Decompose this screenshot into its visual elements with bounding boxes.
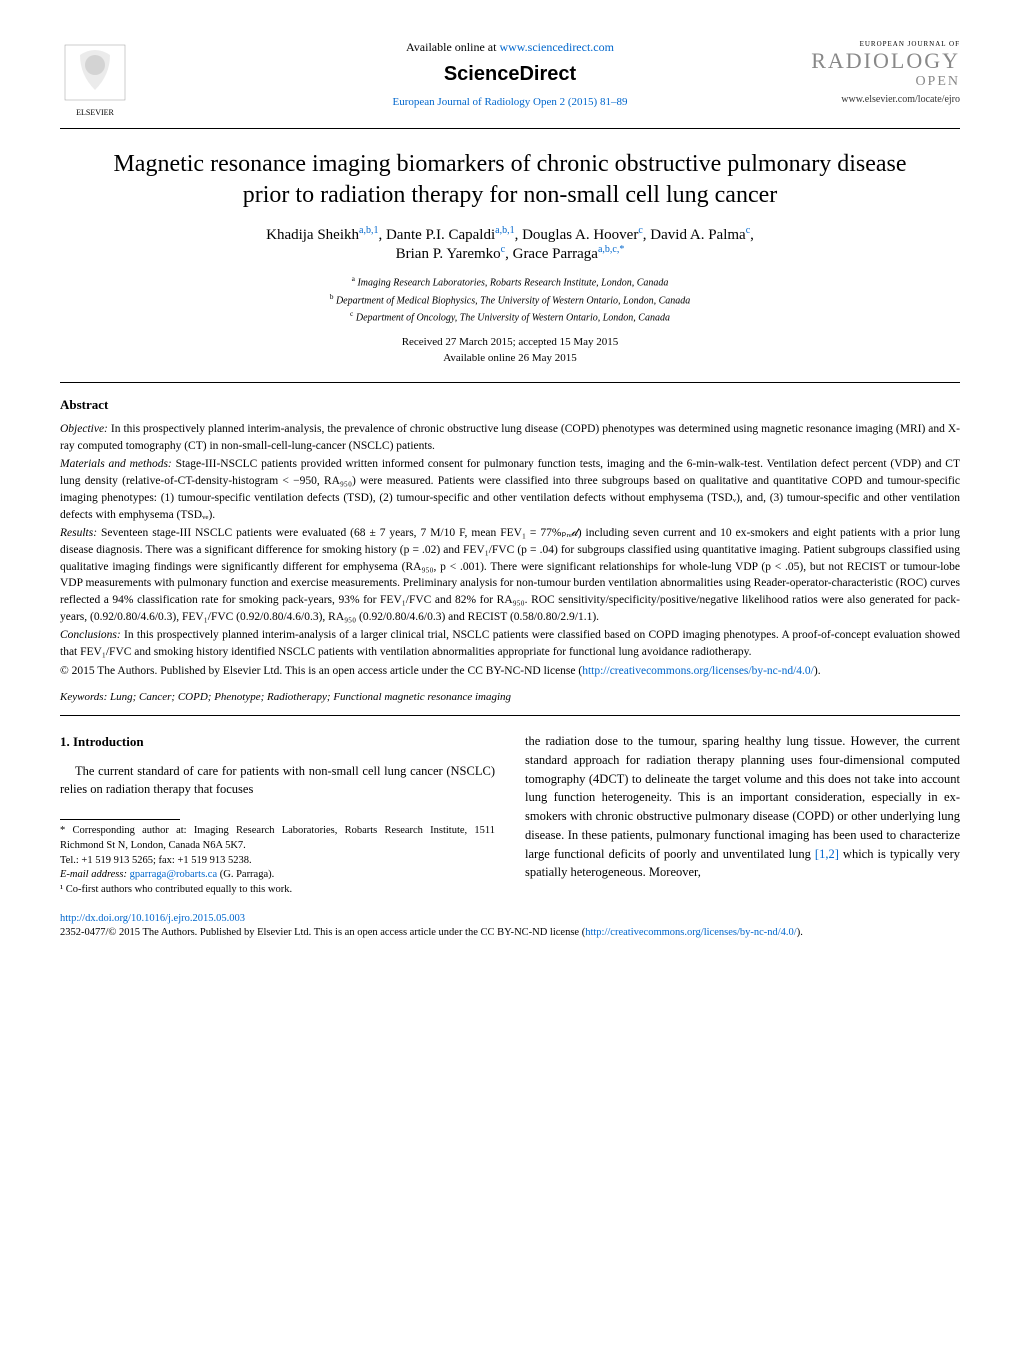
sciencedirect-url-link[interactable]: www.sciencedirect.com bbox=[499, 40, 614, 54]
introduction-heading: 1. Introduction bbox=[60, 732, 495, 752]
author-affil-sup: c bbox=[501, 244, 505, 255]
affiliations-block: a Imaging Research Laboratories, Robarts… bbox=[60, 273, 960, 325]
journal-logo: EUROPEAN JOURNAL OF RADIOLOGY OPEN www.e… bbox=[811, 40, 960, 105]
locate-url: www.elsevier.com/locate/ejro bbox=[811, 94, 960, 105]
author-affil-sup: a,b,c, bbox=[598, 244, 619, 255]
available-online-label: Available online at bbox=[406, 40, 496, 54]
authors-list: Khadija Sheikha,b,1, Dante P.I. Capaldia… bbox=[60, 225, 960, 263]
keywords-line: Keywords: Lung; Cancer; COPD; Phenotype;… bbox=[60, 691, 960, 703]
keywords-label: Keywords: bbox=[60, 691, 107, 703]
author-affil-sup: c bbox=[746, 225, 750, 236]
affiliation-a: Imaging Research Laboratories, Robarts R… bbox=[357, 278, 668, 289]
page-header: ELSEVIER EUROPEAN JOURNAL OF RADIOLOGY O… bbox=[60, 40, 960, 108]
journal-name-main: RADIOLOGY bbox=[811, 48, 960, 74]
elsevier-logo: ELSEVIER bbox=[60, 40, 130, 120]
received-accepted: Received 27 March 2015; accepted 15 May … bbox=[60, 335, 960, 350]
corresponding-label: * Corresponding author at: bbox=[60, 825, 187, 836]
footnotes-block: * Corresponding author at: Imaging Resea… bbox=[60, 824, 495, 897]
journal-name-top: EUROPEAN JOURNAL OF bbox=[811, 40, 960, 48]
license-close: ). bbox=[814, 665, 821, 677]
intro-col1-text: The current standard of care for patient… bbox=[60, 762, 495, 800]
divider bbox=[60, 715, 960, 716]
copyright-text: © 2015 The Authors. Published by Elsevie… bbox=[60, 665, 582, 677]
results-label: Results: bbox=[60, 527, 97, 539]
dates-block: Received 27 March 2015; accepted 15 May … bbox=[60, 335, 960, 366]
article-title: Magnetic resonance imaging biomarkers of… bbox=[100, 149, 920, 211]
affiliation-c: Department of Oncology, The University o… bbox=[356, 312, 670, 323]
email-name: (G. Parraga). bbox=[217, 869, 274, 880]
page-footer: http://dx.doi.org/10.1016/j.ejro.2015.05… bbox=[60, 912, 960, 941]
issn-copyright: 2352-0477/© 2015 The Authors. Published … bbox=[60, 927, 585, 938]
elsevier-text: ELSEVIER bbox=[76, 108, 114, 117]
available-online-date: Available online 26 May 2015 bbox=[60, 351, 960, 366]
footer-license-link[interactable]: http://creativecommons.org/licenses/by-n… bbox=[585, 927, 797, 938]
tel-fax: Tel.: +1 519 913 5265; fax: +1 519 913 5… bbox=[60, 854, 495, 869]
affiliation-b: Department of Medical Biophysics, The Un… bbox=[336, 295, 690, 306]
objective-label: Objective: bbox=[60, 423, 108, 435]
conclusions-text: In this prospectively planned interim-an… bbox=[60, 629, 960, 658]
abstract-heading: Abstract bbox=[60, 397, 960, 413]
column-left: 1. Introduction The current standard of … bbox=[60, 732, 495, 897]
citation-link[interactable]: [1,2] bbox=[815, 847, 839, 861]
cofirst-note: ¹ Co-first authors who contributed equal… bbox=[60, 883, 495, 898]
author-affil-sup: a,b,1 bbox=[359, 225, 378, 236]
objective-text: In this prospectively planned interim-an… bbox=[60, 423, 960, 452]
email-link[interactable]: gparraga@robarts.ca bbox=[130, 869, 218, 880]
author-affil-sup: a,b,1 bbox=[495, 225, 514, 236]
introduction-section: 1. Introduction The current standard of … bbox=[60, 732, 960, 897]
journal-name-sub: OPEN bbox=[811, 74, 960, 90]
doi-link[interactable]: http://dx.doi.org/10.1016/j.ejro.2015.05… bbox=[60, 913, 245, 924]
author-affil-sup: c bbox=[638, 225, 642, 236]
divider bbox=[60, 128, 960, 129]
abstract-body: Objective: In this prospectively planned… bbox=[60, 421, 960, 679]
conclusions-label: Conclusions: bbox=[60, 629, 121, 641]
keywords-text: Lung; Cancer; COPD; Phenotype; Radiother… bbox=[107, 691, 511, 703]
divider bbox=[60, 382, 960, 383]
results-text: Seventeen stage-III NSCLC patients were … bbox=[60, 527, 960, 622]
footer-license-close: ). bbox=[797, 927, 803, 938]
column-right: the radiation dose to the tumour, sparin… bbox=[525, 732, 960, 897]
email-label: E-mail address: bbox=[60, 869, 127, 880]
corresponding-star: * bbox=[619, 244, 624, 255]
materials-text: Stage-III-NSCLC patients provided writte… bbox=[60, 458, 960, 520]
materials-label: Materials and methods: bbox=[60, 458, 172, 470]
intro-col2-part1: the radiation dose to the tumour, sparin… bbox=[525, 734, 960, 861]
license-link[interactable]: http://creativecommons.org/licenses/by-n… bbox=[582, 665, 814, 677]
